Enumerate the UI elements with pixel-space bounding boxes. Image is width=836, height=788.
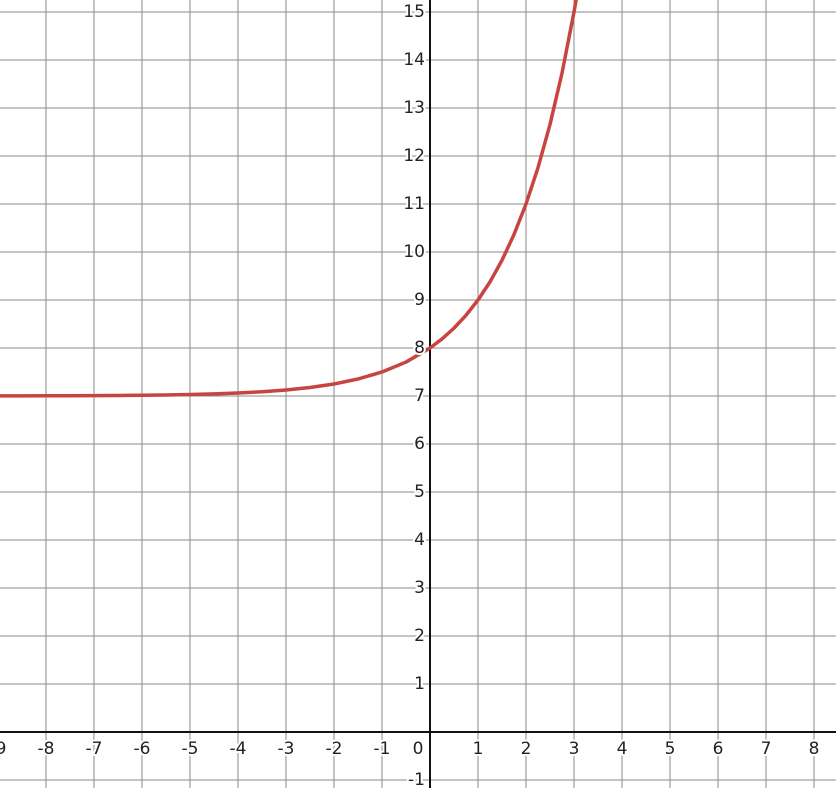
y-tick-label: -1 — [408, 770, 425, 788]
y-tick-label: 11 — [403, 194, 425, 214]
y-tick-label: 4 — [414, 530, 425, 550]
y-tick-label: 15 — [403, 2, 425, 22]
x-tick-label: -1 — [374, 739, 391, 759]
y-tick-label: 14 — [403, 50, 425, 70]
x-tick-label: -7 — [86, 739, 103, 759]
y-tick-label: 7 — [414, 386, 425, 406]
y-tick-label: 5 — [414, 482, 425, 502]
x-tick-label: -8 — [38, 739, 55, 759]
y-tick-label: 12 — [403, 146, 425, 166]
x-tick-label: 7 — [761, 739, 772, 759]
x-tick-label: 4 — [617, 739, 628, 759]
x-tick-label: 2 — [521, 739, 532, 759]
x-tick-label: -9 — [0, 739, 6, 759]
plot — [0, 0, 578, 398]
y-tick-label: 6 — [414, 434, 425, 454]
y-tick-label: 1 — [414, 674, 425, 694]
y-tick-label: 2 — [414, 626, 425, 646]
curve — [0, 0, 578, 398]
x-tick-label: -4 — [230, 739, 247, 759]
x-tick-label: 3 — [569, 739, 580, 759]
y-tick-label: 13 — [403, 98, 425, 118]
x-tick-label: 8 — [809, 739, 820, 759]
x-tick-label: -3 — [278, 739, 295, 759]
y-tick-label: 10 — [403, 242, 425, 262]
x-tick-label: 5 — [665, 739, 676, 759]
y-tick-label: 8 — [414, 338, 425, 358]
x-tick-label: -6 — [134, 739, 151, 759]
x-tick-label: -5 — [182, 739, 199, 759]
x-tick-label: 6 — [713, 739, 724, 759]
x-tick-label: -2 — [326, 739, 343, 759]
y-tick-label: 3 — [414, 578, 425, 598]
y-tick-label: 9 — [414, 290, 425, 310]
x-tick-label: 0 — [413, 739, 424, 759]
x-tick-label: 1 — [473, 739, 484, 759]
